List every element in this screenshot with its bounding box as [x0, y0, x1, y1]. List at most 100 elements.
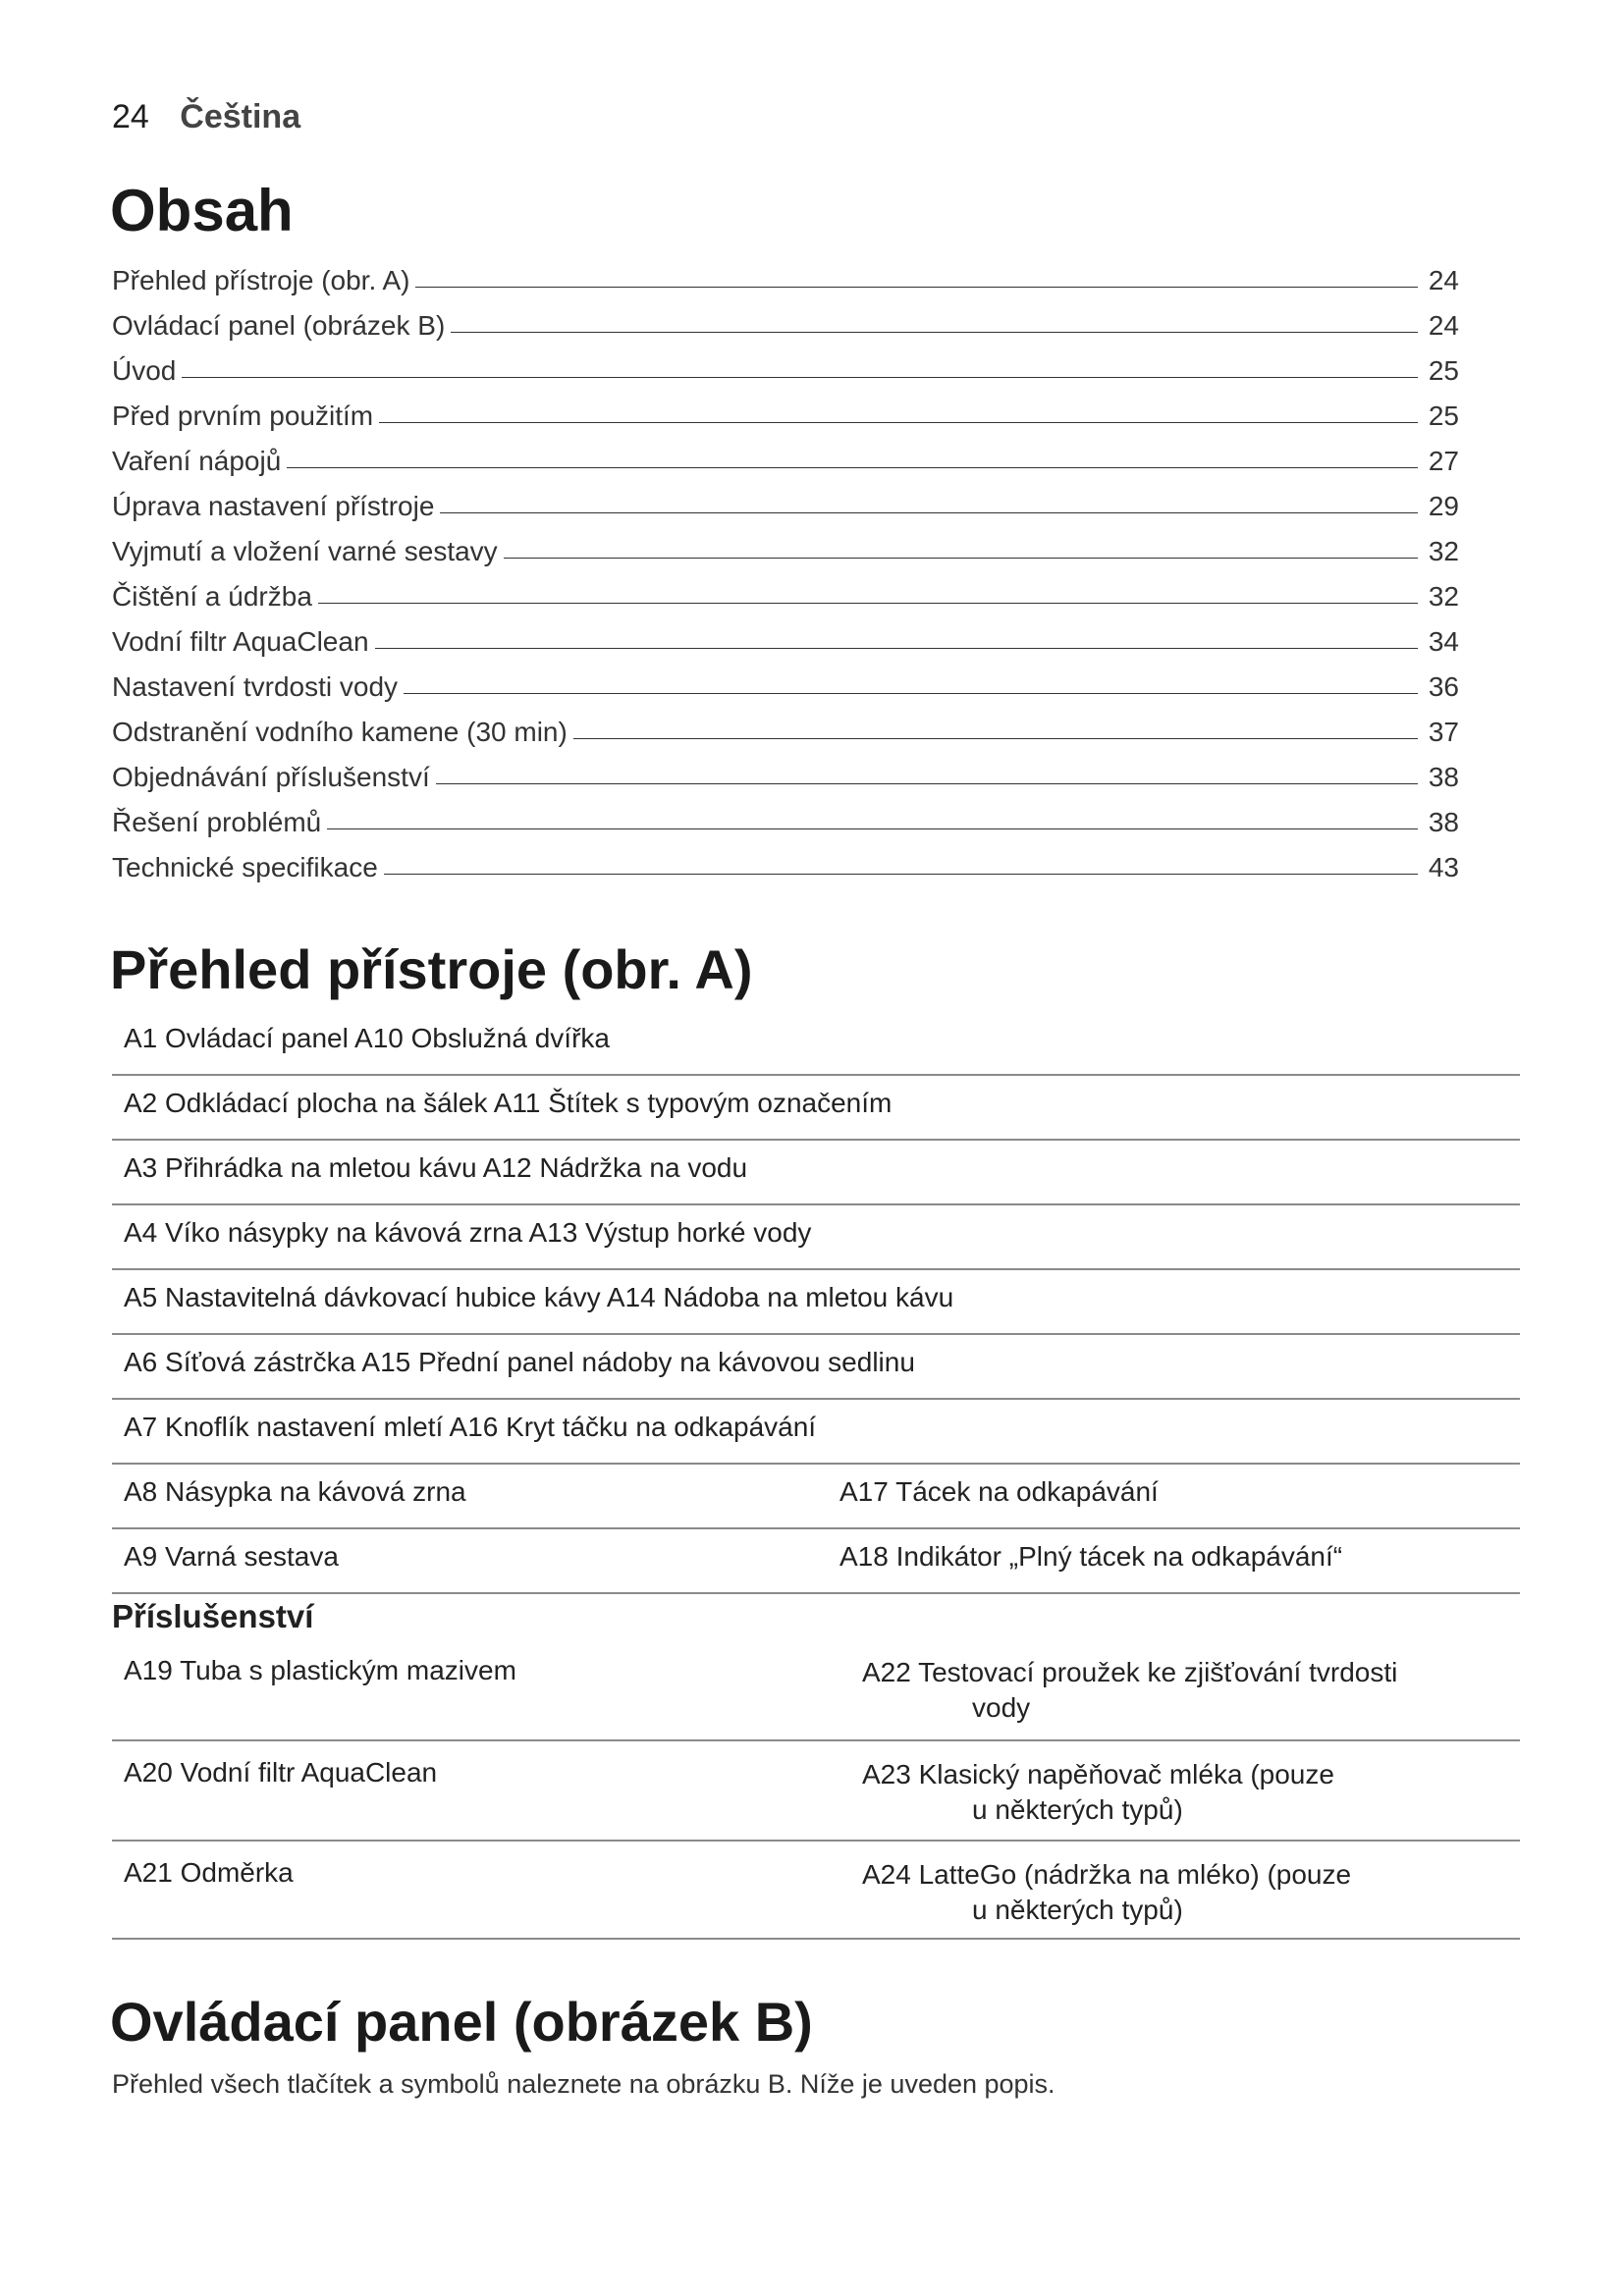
cell-line: A23 Klasický napěňovač mléka (pouze	[862, 1759, 1334, 1789]
toc-entry-page: 38	[1428, 807, 1459, 837]
table-cell: A6 Síťová zástrčka A15 Přední panel nádo…	[124, 1347, 915, 1377]
control-panel-text: Přehled všech tlačítek a symbolů nalezne…	[112, 2069, 1056, 2099]
table-row: A20 Vodní filtr AquaClean A23 Klasický na…	[112, 1741, 1520, 1842]
cell-line-continued: u některých typů)	[972, 1794, 1183, 1825]
cell-line: A24 LatteGo (nádržka na mléko) (pouze	[862, 1859, 1352, 1890]
table-row: A1 Ovládací panel A10 Obslužná dvířka	[112, 1011, 1520, 1076]
toc-entry[interactable]: Nastavení tvrdosti vody 36	[112, 658, 1459, 703]
toc-entry[interactable]: Technické specifikace 43	[112, 838, 1459, 883]
table-row: A5 Nastavitelná dávkovací hubice kávy A1…	[112, 1270, 1520, 1335]
toc-entry-label: Odstranění vodního kamene (30 min)	[112, 717, 568, 747]
toc-entry-page: 25	[1428, 400, 1459, 431]
toc-entry-label: Technické specifikace	[112, 852, 378, 882]
toc-entry-page: 32	[1428, 581, 1459, 612]
table-of-contents: Přehled přístroje (obr. A) 24 Ovládací pan…	[112, 251, 1459, 883]
cell-line: A22 Testovací proužek ke zjišťování tvrd…	[862, 1657, 1398, 1687]
cell-line-continued: vody	[972, 1692, 1031, 1723]
accessories-title: Příslušenství	[112, 1598, 314, 1634]
cell-line-continued: u některých typů)	[972, 1895, 1183, 1925]
table-cell: A3 Přihrádka na mletou kávu A12 Nádržka …	[124, 1152, 748, 1183]
table-row: A4 Víko násypky na kávová zrna A13 Výstu…	[112, 1205, 1520, 1270]
toc-entry[interactable]: Před prvním použitím 25	[112, 387, 1459, 432]
toc-leader-line	[435, 783, 1418, 784]
table-cell: A18 Indikátor „Plný tácek na odkapávání“	[839, 1541, 1343, 1572]
table-cell: A24 LatteGo (nádržka na mléko) (pouze u n…	[862, 1857, 1351, 1928]
toc-leader-line	[379, 422, 1418, 423]
toc-leader-line	[440, 512, 1418, 513]
table-cell: A8 Násypka na kávová zrna	[124, 1476, 466, 1507]
language-label: Čeština	[180, 98, 301, 135]
toc-title: Obsah	[110, 178, 294, 243]
toc-leader-line	[327, 828, 1418, 829]
table-cell: A5 Nastavitelná dávkovací hubice kávy A1…	[124, 1282, 954, 1312]
table-row: A21 Odměrka A24 LatteGo (nádržka na mléko…	[112, 1842, 1520, 1940]
toc-entry[interactable]: Přehled přístroje (obr. A) 24	[112, 251, 1459, 296]
toc-entry-label: Objednávání příslušenství	[112, 762, 430, 792]
toc-entry-page: 24	[1428, 310, 1459, 341]
toc-entry-label: Čištění a údržba	[112, 581, 312, 612]
toc-entry-label: Úprava nastavení přístroje	[112, 491, 435, 521]
toc-entry-page: 24	[1428, 265, 1459, 295]
toc-leader-line	[374, 648, 1418, 649]
toc-entry[interactable]: Úprava nastavení přístroje 29	[112, 477, 1459, 522]
toc-leader-line	[404, 693, 1418, 694]
accessories-table: A19 Tuba s plastickým mazivem A22 Testova…	[112, 1652, 1520, 1940]
table-row: A3 Přihrádka na mletou kávu A12 Nádržka …	[112, 1141, 1520, 1205]
toc-entry[interactable]: Čištění a údržba 32	[112, 567, 1459, 613]
toc-leader-line	[287, 467, 1418, 468]
overview-title: Přehled přístroje (obr. A)	[110, 938, 753, 1000]
toc-entry[interactable]: Odstranění vodního kamene (30 min) 37	[112, 703, 1459, 748]
toc-entry-label: Vaření nápojů	[112, 446, 282, 476]
toc-entry-page: 38	[1428, 762, 1459, 792]
toc-entry-label: Vyjmutí a vložení varné sestavy	[112, 536, 498, 566]
toc-entry-page: 36	[1428, 671, 1459, 702]
toc-entry-label: Přehled přístroje (obr. A)	[112, 265, 410, 295]
table-cell: A7 Knoflík nastavení mletí A16 Kryt táčk…	[124, 1412, 817, 1442]
toc-entry-page: 43	[1428, 852, 1459, 882]
toc-entry-label: Nastavení tvrdosti vody	[112, 671, 399, 702]
table-row: A9 Varná sestava A18 Indikátor „Plný táce…	[112, 1529, 1520, 1594]
toc-leader-line	[182, 377, 1418, 378]
overview-table: A1 Ovládací panel A10 Obslužná dvířka A2 …	[112, 1011, 1520, 1594]
toc-entry-label: Úvod	[112, 355, 177, 386]
table-row: A2 Odkládací plocha na šálek A11 Štítek …	[112, 1076, 1520, 1141]
toc-entry[interactable]: Vaření nápojů 27	[112, 432, 1459, 477]
table-cell: A2 Odkládací plocha na šálek A11 Štítek …	[124, 1088, 893, 1118]
toc-entry[interactable]: Úvod 25	[112, 342, 1459, 387]
control-panel-title: Ovládací panel (obrázek B)	[110, 1991, 813, 2053]
toc-entry[interactable]: Vyjmutí a vložení varné sestavy 32	[112, 522, 1459, 567]
table-row: A19 Tuba s plastickým mazivem A22 Testova…	[112, 1652, 1520, 1741]
table-cell: A1 Ovládací panel A10 Obslužná dvířka	[124, 1023, 610, 1053]
table-cell: A20 Vodní filtr AquaClean	[124, 1757, 438, 1788]
toc-entry-page: 34	[1428, 626, 1459, 657]
page-header: 24 Čeština	[112, 98, 300, 136]
toc-entry-label: Řešení problémů	[112, 807, 322, 837]
toc-entry-page: 32	[1428, 536, 1459, 566]
table-row: A7 Knoflík nastavení mletí A16 Kryt táčk…	[112, 1400, 1520, 1465]
toc-entry-page: 29	[1428, 491, 1459, 521]
toc-entry[interactable]: Řešení problémů 38	[112, 793, 1459, 838]
page-number: 24	[112, 98, 149, 135]
table-cell: A22 Testovací proužek ke zjišťování tvrd…	[862, 1655, 1397, 1726]
toc-entry-label: Před prvním použitím	[112, 400, 374, 431]
toc-entry-label: Ovládací panel (obrázek B)	[112, 310, 446, 341]
toc-leader-line	[415, 287, 1418, 288]
toc-leader-line	[503, 558, 1418, 559]
toc-leader-line	[383, 874, 1418, 875]
table-cell: A4 Víko násypky na kávová zrna A13 Výstu…	[124, 1217, 812, 1248]
toc-entry-page: 37	[1428, 717, 1459, 747]
table-cell: A21 Odměrka	[124, 1857, 294, 1888]
toc-entry[interactable]: Vodní filtr AquaClean 34	[112, 613, 1459, 658]
toc-entry[interactable]: Ovládací panel (obrázek B) 24	[112, 296, 1459, 342]
toc-entry-page: 25	[1428, 355, 1459, 386]
table-cell: A19 Tuba s plastickým mazivem	[124, 1655, 516, 1685]
toc-leader-line	[317, 603, 1418, 604]
toc-leader-line	[572, 738, 1418, 739]
toc-entry-page: 27	[1428, 446, 1459, 476]
toc-entry[interactable]: Objednávání příslušenství 38	[112, 748, 1459, 793]
table-cell: A23 Klasický napěňovač mléka (pouze u něk…	[862, 1757, 1334, 1828]
table-row: A8 Násypka na kávová zrna A17 Tácek na od…	[112, 1465, 1520, 1529]
table-cell: A17 Tácek na odkapávání	[839, 1476, 1159, 1507]
table-row: A6 Síťová zástrčka A15 Přední panel nádo…	[112, 1335, 1520, 1400]
toc-entry-label: Vodní filtr AquaClean	[112, 626, 369, 657]
